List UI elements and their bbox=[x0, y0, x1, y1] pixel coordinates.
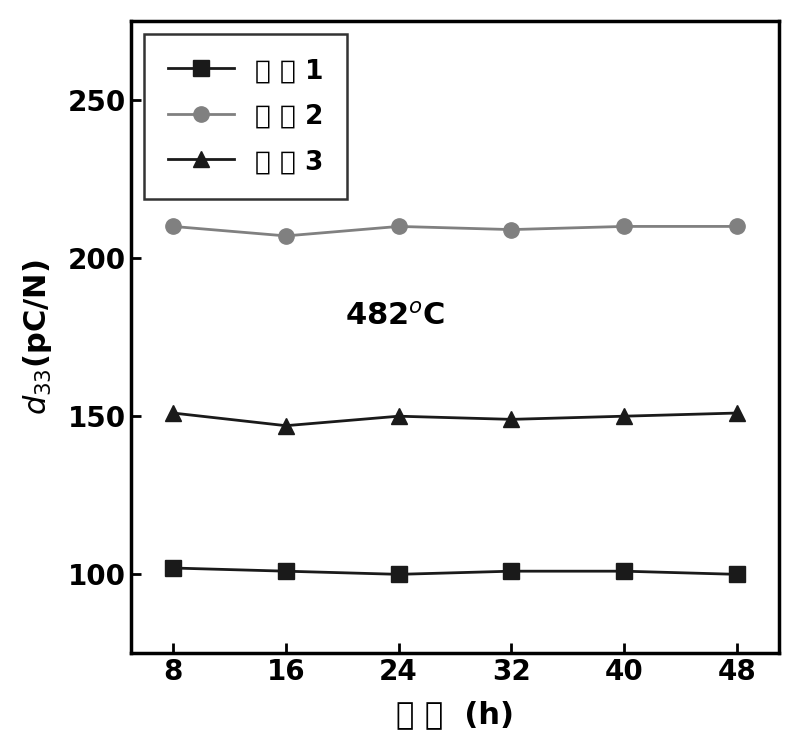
示 例 1 bbox=[168, 563, 178, 572]
Y-axis label: $d_{33}$(pC/N): $d_{33}$(pC/N) bbox=[21, 260, 54, 415]
X-axis label: 时 间  (h): 时 间 (h) bbox=[396, 700, 514, 729]
示 例 1 bbox=[732, 570, 742, 579]
示 例 2 bbox=[394, 222, 403, 231]
示 例 2 bbox=[506, 225, 516, 234]
Line: 示 例 2: 示 例 2 bbox=[166, 219, 745, 244]
示 例 3 bbox=[619, 412, 629, 421]
Line: 示 例 1: 示 例 1 bbox=[166, 560, 745, 582]
示 例 3 bbox=[732, 409, 742, 418]
示 例 2 bbox=[281, 232, 290, 241]
示 例 3 bbox=[281, 422, 290, 430]
示 例 2 bbox=[619, 222, 629, 231]
示 例 3 bbox=[394, 412, 403, 421]
Legend: 示 例 1, 示 例 2, 示 例 3: 示 例 1, 示 例 2, 示 例 3 bbox=[144, 34, 347, 199]
示 例 2 bbox=[168, 222, 178, 231]
示 例 2 bbox=[732, 222, 742, 231]
示 例 3 bbox=[506, 415, 516, 424]
示 例 1 bbox=[394, 570, 403, 579]
示 例 1 bbox=[506, 567, 516, 576]
示 例 1 bbox=[619, 567, 629, 576]
Line: 示 例 3: 示 例 3 bbox=[166, 406, 745, 433]
示 例 1 bbox=[281, 567, 290, 576]
示 例 3 bbox=[168, 409, 178, 418]
Text: 482$^o$C: 482$^o$C bbox=[345, 302, 445, 331]
